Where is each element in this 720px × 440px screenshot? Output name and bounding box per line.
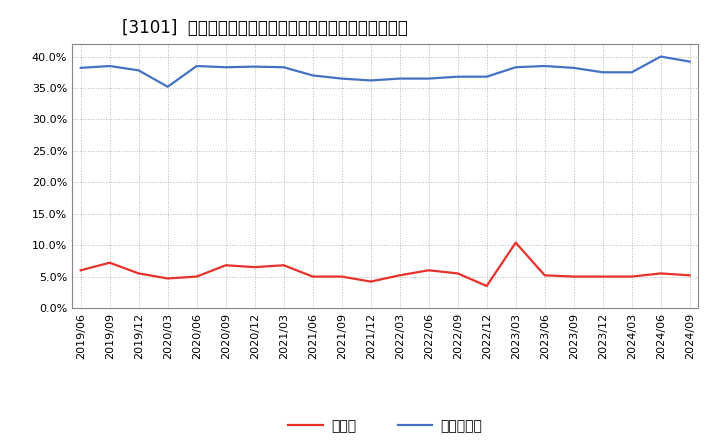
有利子負債 — [570, 65, 578, 70]
現頲金 — [627, 274, 636, 279]
現頲金 — [192, 274, 201, 279]
有利子負債 — [135, 68, 143, 73]
現頲金 — [657, 271, 665, 276]
現頲金 — [570, 274, 578, 279]
Text: [3101]  現頲金、有利子負債の総資産に対する比率の推移: [3101] 現頲金、有利子負債の総資産に対する比率の推移 — [122, 19, 408, 37]
現頲金 — [454, 271, 462, 276]
有利子負債 — [598, 70, 607, 75]
現頲金 — [105, 260, 114, 265]
現頲金 — [308, 274, 317, 279]
有利子負債 — [105, 63, 114, 69]
有利子負債 — [338, 76, 346, 81]
有利子負債 — [657, 54, 665, 59]
有利子負債 — [192, 63, 201, 69]
現頲金 — [395, 273, 404, 278]
Line: 有利子負債: 有利子負債 — [81, 57, 690, 87]
現頲金 — [279, 263, 288, 268]
Legend: 現頲金, 有利子負債: 現頲金, 有利子負債 — [282, 413, 488, 438]
有利子負債 — [395, 76, 404, 81]
有利子負債 — [627, 70, 636, 75]
現頲金 — [251, 264, 259, 270]
有利子負債 — [454, 74, 462, 79]
有利子負債 — [163, 84, 172, 89]
有利子負債 — [366, 78, 375, 83]
有利子負債 — [308, 73, 317, 78]
現頲金 — [511, 240, 520, 245]
有利子負債 — [424, 76, 433, 81]
現頲金 — [163, 276, 172, 281]
有利子負債 — [541, 63, 549, 69]
有利子負債 — [76, 65, 85, 70]
有利子負債 — [279, 65, 288, 70]
有利子負債 — [251, 64, 259, 69]
Line: 現頲金: 現頲金 — [81, 242, 690, 286]
現頲金 — [424, 268, 433, 273]
有利子負債 — [221, 65, 230, 70]
現頲金 — [685, 273, 694, 278]
現頲金 — [221, 263, 230, 268]
現頲金 — [76, 268, 85, 273]
現頲金 — [366, 279, 375, 284]
現頲金 — [482, 283, 491, 289]
現頲金 — [338, 274, 346, 279]
有利子負債 — [511, 65, 520, 70]
有利子負債 — [685, 59, 694, 64]
有利子負債 — [482, 74, 491, 79]
現頲金 — [598, 274, 607, 279]
現頲金 — [135, 271, 143, 276]
現頲金 — [541, 273, 549, 278]
